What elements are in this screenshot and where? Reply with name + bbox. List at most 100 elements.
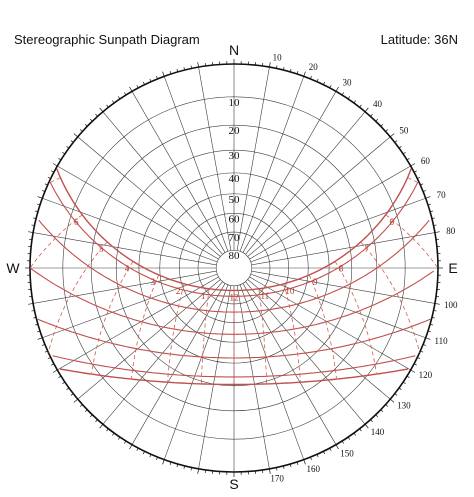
rim-tick	[41, 190, 45, 192]
rim-tick	[117, 96, 121, 100]
rim-tick	[197, 468, 199, 474]
rim-tick	[413, 363, 417, 366]
hour-line-16	[91, 261, 134, 373]
rim-tick	[390, 133, 395, 138]
azimuth-line-10	[236, 67, 270, 251]
sun-path-curve	[49, 182, 419, 297]
rim-tick	[359, 428, 362, 432]
rim-tick	[31, 224, 35, 226]
rim-tick	[269, 468, 271, 474]
rim-tick	[359, 104, 362, 108]
rim-tick	[129, 86, 133, 92]
azimuth-label-50: 50	[399, 125, 409, 135]
rim-tick	[66, 387, 70, 390]
rim-tick	[329, 85, 332, 89]
rim-tick	[433, 224, 437, 226]
rim-tick	[190, 467, 192, 471]
rim-tick	[335, 444, 339, 450]
hour-line-7	[360, 241, 420, 353]
hour-label-east-9: 9	[313, 277, 318, 287]
rim-tick	[149, 454, 152, 458]
north-label: N	[229, 42, 239, 58]
rim-tick	[176, 68, 179, 72]
rim-tick	[136, 85, 139, 89]
rim-tick	[149, 78, 152, 82]
rim-tick	[66, 146, 70, 149]
rim-tick	[183, 67, 185, 71]
rim-tick	[394, 140, 398, 143]
rim-tick	[58, 375, 62, 378]
rim-tick	[28, 303, 34, 305]
rim-tick	[427, 203, 431, 206]
azimuth-label-10: 10	[273, 52, 283, 62]
rim-tick	[112, 432, 115, 436]
azimuth-line-290	[42, 197, 218, 263]
azimuth-label-110: 110	[435, 336, 449, 346]
azimuth-label-30: 30	[343, 78, 353, 88]
rim-tick	[289, 68, 292, 72]
rim-tick	[413, 170, 417, 173]
rim-tick	[398, 146, 402, 149]
sun-path-curve	[37, 318, 431, 359]
rim-tick	[41, 344, 45, 346]
rim-tick	[296, 461, 299, 465]
azimuth-label-100: 100	[444, 300, 458, 310]
hour-label-west-2: 2	[176, 286, 181, 296]
rim-tick	[33, 317, 37, 319]
rim-tick	[44, 183, 48, 186]
rim-tick	[406, 158, 410, 161]
rim-tick	[34, 323, 38, 326]
hour-label-west-1: 1	[201, 291, 206, 301]
rim-tick	[310, 75, 312, 79]
rim-tick	[269, 62, 271, 68]
rim-tick	[431, 317, 435, 319]
rim-tick	[434, 231, 440, 233]
sun-path-curve	[29, 267, 435, 335]
rim-tick	[112, 100, 115, 104]
rim-tick	[99, 107, 104, 112]
rim-tick	[183, 465, 185, 469]
rim-tick	[51, 363, 55, 366]
azimuth-label-160: 160	[306, 464, 320, 474]
rim-tick	[117, 436, 121, 440]
labels-layer: N S E W 10 20 30 40 50 60 70 80 10 20 30 40 50 60 70 80…	[6, 42, 458, 492]
azimuth-line-200	[163, 284, 229, 460]
rim-tick	[95, 419, 98, 423]
rim-tick	[353, 100, 356, 104]
rim-tick	[58, 158, 62, 161]
rim-tick	[52, 369, 58, 373]
rim-tick	[31, 310, 35, 312]
rim-tick	[410, 369, 416, 373]
azimuth-line-60	[249, 165, 411, 260]
azimuth-label-40: 40	[373, 99, 383, 109]
rim-tick	[73, 133, 78, 138]
hour-line-9	[308, 274, 337, 379]
hour-line-8	[334, 261, 377, 373]
altitude-label-40: 40	[229, 173, 241, 185]
altitude-label-10: 10	[229, 97, 241, 109]
azimuth-line-300	[57, 165, 219, 260]
rim-tick	[44, 350, 48, 353]
rim-tick	[129, 444, 133, 450]
rim-tick	[34, 210, 38, 213]
azimuth-label-170: 170	[270, 474, 284, 484]
rim-tick	[99, 424, 104, 429]
rim-tick	[28, 231, 34, 233]
azimuth-label-130: 130	[397, 401, 411, 411]
azimuth-label-80: 80	[446, 226, 456, 236]
hour-line-14	[167, 283, 185, 382]
rim-tick	[289, 464, 292, 468]
rim-tick	[417, 357, 421, 360]
hour-label-east-11: 11	[260, 291, 269, 301]
rim-tick	[380, 409, 384, 413]
rim-tick	[156, 75, 158, 79]
rim-tick	[33, 217, 37, 219]
rim-tick	[385, 404, 389, 407]
azimuth-line-160	[239, 284, 305, 460]
rim-tick	[84, 123, 88, 127]
azimuth-line-20	[239, 76, 305, 252]
hour-line-10	[283, 283, 301, 382]
rim-tick	[37, 330, 41, 333]
rim-tick	[276, 467, 278, 471]
